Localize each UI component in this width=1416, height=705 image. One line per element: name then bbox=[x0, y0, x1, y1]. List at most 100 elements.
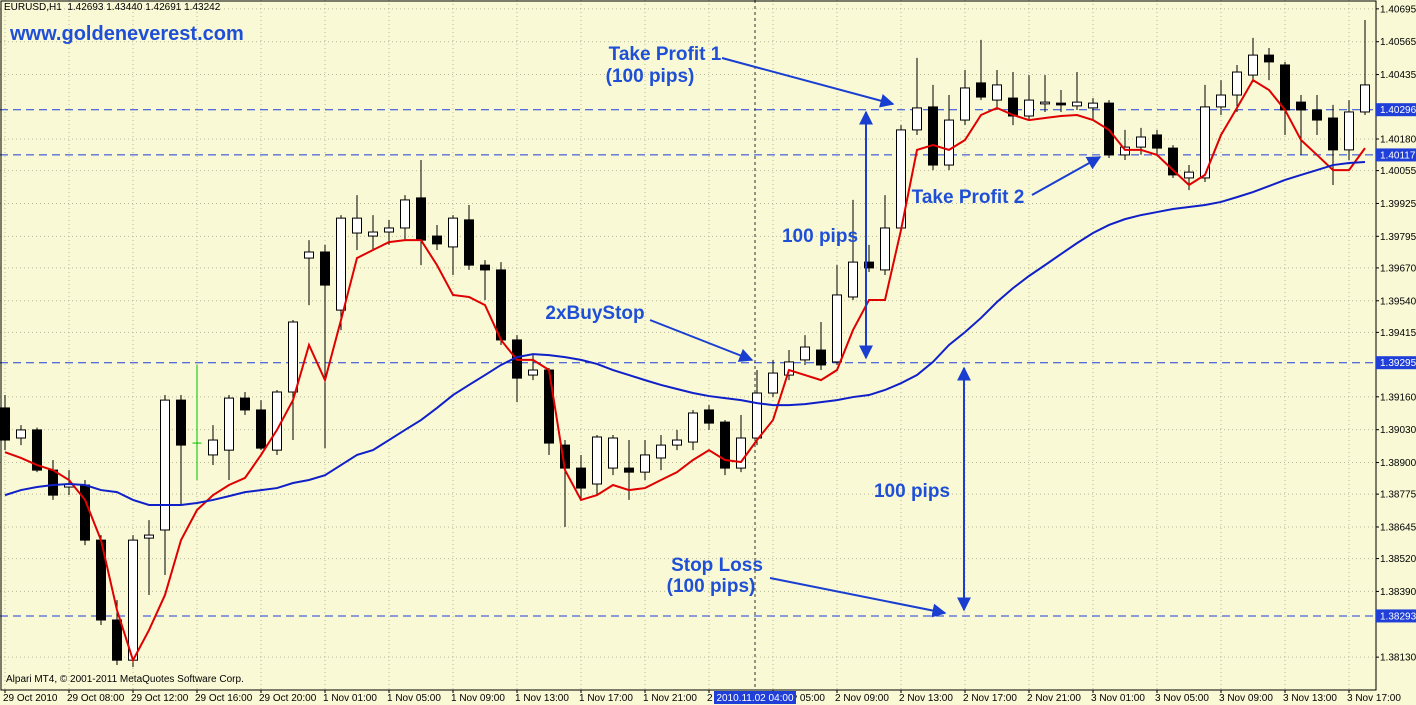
y-tick-label: 1.39795 bbox=[1380, 232, 1416, 243]
level-label-box bbox=[1376, 356, 1416, 370]
candle-body bbox=[208, 439, 218, 456]
annotations: Take Profit 1 (100 pips) Take Profit 2 1… bbox=[545, 44, 1102, 618]
candle-body bbox=[16, 429, 26, 439]
x-tick-label: 29 Oct 16:00 bbox=[195, 693, 253, 704]
x-tick-label: 3 Nov 01:00 bbox=[1091, 693, 1145, 704]
moving-averages bbox=[4, 78, 1366, 663]
candle-body bbox=[544, 369, 554, 444]
x-tick-label: 29 Oct 20:00 bbox=[259, 693, 317, 704]
y-tick-label: 1.40435 bbox=[1380, 70, 1416, 81]
arrow bbox=[649, 319, 754, 362]
level-labels: 1.40296 1.40117 1.39295 1.38293 bbox=[1376, 103, 1416, 623]
candle-body bbox=[1120, 146, 1130, 156]
candle-body bbox=[352, 217, 362, 234]
x-tick-label: 1 Nov 21:00 bbox=[643, 693, 697, 704]
candle-body bbox=[848, 261, 858, 298]
candle-body bbox=[480, 264, 490, 271]
candle-body bbox=[784, 361, 794, 376]
candle-body bbox=[736, 437, 746, 469]
candle-body bbox=[1056, 102, 1066, 106]
candle-body bbox=[704, 409, 714, 424]
candle-body bbox=[608, 437, 618, 469]
candle-body bbox=[176, 399, 186, 446]
candle-body bbox=[1280, 64, 1290, 111]
y-tick-label: 1.40565 bbox=[1380, 37, 1416, 48]
x-tick-label: 1 Nov 05:00 bbox=[387, 693, 441, 704]
y-tick-label: 1.39540 bbox=[1380, 296, 1416, 307]
candle-body bbox=[1024, 99, 1034, 117]
grid bbox=[0, 0, 1376, 690]
candle-body bbox=[1088, 102, 1098, 109]
candle-body bbox=[1200, 106, 1210, 179]
candle-body bbox=[880, 227, 890, 271]
candle-body bbox=[592, 436, 602, 485]
header: EURUSD,H1 1.42693 1.43440 1.42691 1.4324… bbox=[4, 2, 221, 13]
y-tick-label: 1.40695 bbox=[1380, 4, 1416, 15]
annotation: 100 pips bbox=[782, 226, 858, 247]
axes: 1.40695 1.40565 1.40435 1.40180 1.40055 1.399… bbox=[3, 4, 1416, 704]
level-label: 1.39295 bbox=[1380, 358, 1416, 369]
y-tick-label: 1.38645 bbox=[1380, 522, 1416, 533]
candle-body bbox=[960, 87, 970, 121]
candle-body bbox=[672, 439, 682, 446]
candle-body bbox=[400, 199, 410, 229]
candle-body bbox=[384, 227, 394, 233]
y-tick-label: 1.40055 bbox=[1380, 166, 1416, 177]
x-tick-label: 29 Oct 12:00 bbox=[131, 693, 189, 704]
candle-body bbox=[1072, 101, 1082, 107]
candle-body bbox=[832, 294, 842, 363]
candle-body bbox=[256, 409, 266, 449]
arrow bbox=[769, 577, 947, 618]
candle-body bbox=[1216, 94, 1226, 108]
candle-body bbox=[48, 469, 58, 496]
candle-body bbox=[752, 392, 762, 439]
y-tick-label: 1.38900 bbox=[1380, 458, 1416, 469]
candle-body bbox=[1344, 111, 1354, 151]
candle-body bbox=[1328, 117, 1338, 151]
candle-body bbox=[432, 235, 442, 245]
watermark: www.goldeneverest.com bbox=[9, 23, 244, 45]
candle-body bbox=[368, 231, 378, 237]
level-label: 1.40296 bbox=[1380, 105, 1416, 116]
candle-body bbox=[720, 421, 730, 469]
x-tick-label: 29 Oct 2010 bbox=[3, 693, 58, 704]
candle-body bbox=[464, 219, 474, 266]
candle-body bbox=[240, 397, 250, 411]
candle-body bbox=[528, 369, 538, 376]
y-tick-label: 1.38775 bbox=[1380, 490, 1416, 501]
x-tick-label: 1 Nov 09:00 bbox=[451, 693, 505, 704]
candle-body bbox=[992, 84, 1002, 101]
plot-frame bbox=[0, 0, 1377, 691]
arrow bbox=[1031, 156, 1102, 196]
candle-body bbox=[1360, 84, 1370, 113]
candle-body bbox=[1040, 101, 1050, 105]
x-tick-label: 2 Nov 13:00 bbox=[899, 693, 953, 704]
candle-body bbox=[816, 349, 826, 366]
y-tick-label: 1.39030 bbox=[1380, 425, 1416, 436]
x-tick-label: 2 Nov 17:00 bbox=[963, 693, 1017, 704]
candle-body bbox=[1136, 136, 1146, 148]
candle-body bbox=[1264, 54, 1274, 63]
x-tick-label: 3 Nov 05:00 bbox=[1155, 693, 1209, 704]
candle-body bbox=[912, 107, 922, 131]
candle-body bbox=[416, 197, 426, 241]
annotation: (100 pips) bbox=[667, 576, 756, 597]
ma-line bbox=[4, 78, 1366, 663]
annotation: 100 pips bbox=[874, 481, 950, 502]
candle-body bbox=[656, 444, 666, 459]
candle-body bbox=[576, 467, 586, 489]
candle-body bbox=[944, 119, 954, 166]
arrow bbox=[721, 57, 895, 108]
y-tick-label: 1.39925 bbox=[1380, 199, 1416, 210]
x-tick-label: 2 Nov 05:00 bbox=[771, 693, 825, 704]
y-tick-label: 1.38520 bbox=[1380, 554, 1416, 565]
candle-body bbox=[976, 82, 986, 98]
candle-body bbox=[496, 269, 506, 341]
candle-body bbox=[800, 346, 810, 361]
candle-body bbox=[128, 539, 138, 661]
level-label: 1.38293 bbox=[1380, 611, 1416, 622]
candle-body bbox=[160, 399, 170, 531]
